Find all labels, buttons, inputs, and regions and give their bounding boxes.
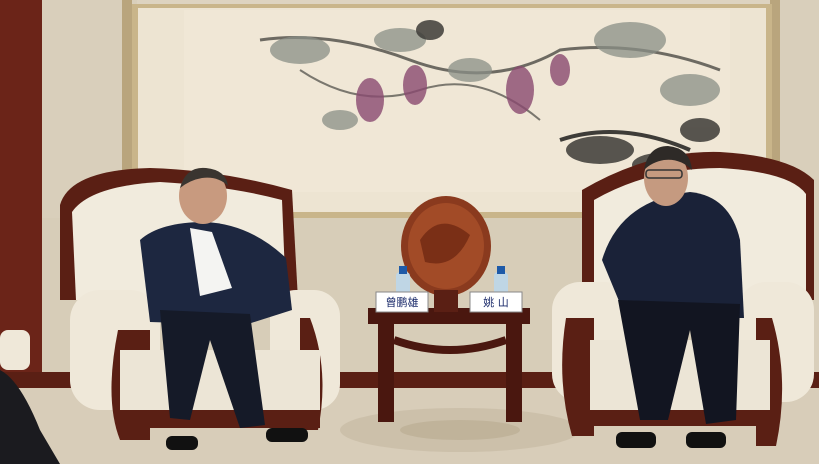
foreground-person-edge bbox=[0, 370, 60, 464]
nameplate-left: 曾鹏雄 bbox=[375, 291, 429, 313]
carved-wood-medallion-icon bbox=[401, 196, 491, 312]
foreground-chair-edge bbox=[0, 330, 30, 370]
right-pillar bbox=[770, 0, 780, 180]
nameplate-left-text: 曾鹏雄 bbox=[386, 295, 419, 309]
left-person bbox=[140, 167, 308, 450]
right-person bbox=[602, 146, 744, 448]
nameplate-right: 姚 山 bbox=[469, 291, 523, 313]
nameplate-right-text: 姚 山 bbox=[483, 295, 509, 309]
left-pillar bbox=[122, 0, 132, 200]
water-bottle-icon bbox=[396, 266, 508, 296]
